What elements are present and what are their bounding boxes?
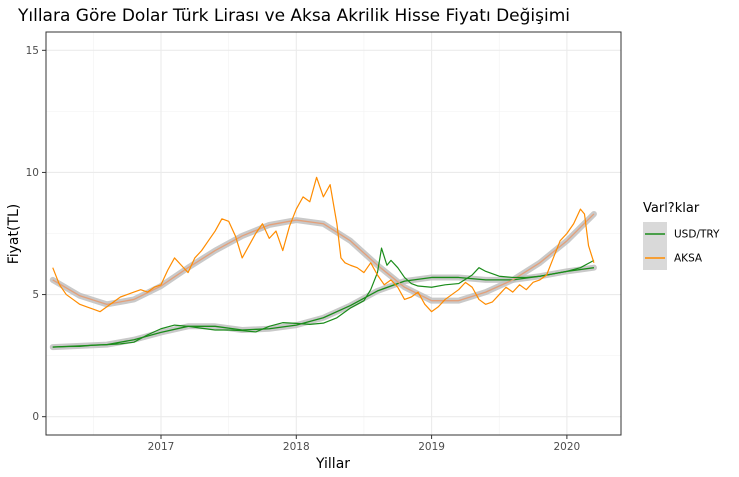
plot-border [45,31,622,436]
y-tick-label: 5 [32,289,39,301]
x-tick-label: 2018 [283,441,310,453]
y-axis-ticks: 0 5 10 15 [26,45,46,423]
y-axis-title: Fiyat(TL) [6,204,22,265]
x-tick-label: 2019 [418,441,445,453]
y-tick-label: 10 [26,167,39,179]
x-axis-ticks: 2017 2018 2019 2020 [148,435,581,453]
legend-label: AKSA [674,253,703,265]
x-tick-label: 2017 [148,441,175,453]
series-line-usdtry [52,247,595,348]
series-lines [52,176,595,348]
series-line-aksa [52,176,595,313]
y-tick-label: 0 [32,411,39,423]
y-tick-label: 15 [26,45,39,57]
x-axis-title: Yillar [315,456,350,472]
legend-label: USD/TRY [674,229,720,241]
x-tick-label: 2020 [554,441,581,453]
legend-title: Varl?klar [643,201,700,216]
legend: Varl?klar USD/TRY AKSA [643,201,720,270]
smooth-line-aksa [52,213,595,305]
chart-title: Yıllara Göre Dolar Türk Lirası ve Aksa A… [17,6,570,26]
